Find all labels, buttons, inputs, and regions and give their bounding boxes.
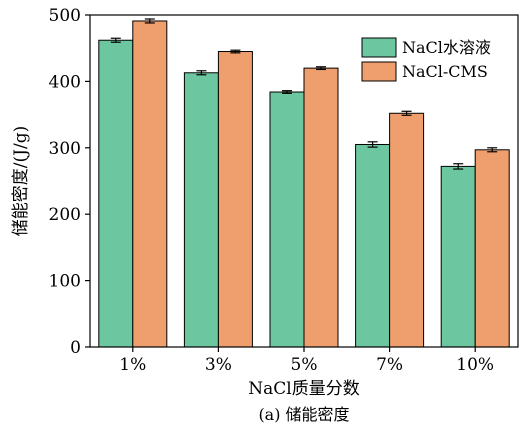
bar-series-1-4 bbox=[440, 165, 476, 348]
x-tick-label-4: 10% bbox=[456, 355, 494, 375]
error-bars-layer bbox=[110, 18, 498, 170]
bar-series-2-3 bbox=[389, 112, 425, 348]
y-tick-label-2: 200 bbox=[49, 205, 81, 225]
y-axis-title: 储能密度/(J/g) bbox=[11, 126, 31, 236]
bar-series-1-0 bbox=[98, 39, 134, 348]
bar-series-1-3 bbox=[355, 143, 391, 348]
y-tick-label-1: 100 bbox=[49, 272, 81, 292]
figure-caption: (a) 储能密度 bbox=[258, 405, 349, 424]
bar-series-2-2 bbox=[303, 67, 339, 348]
x-ticks: 1% 3% 5% 7% 10% bbox=[119, 347, 494, 375]
legend: NaCl水溶液 NaCl-CMS bbox=[361, 37, 491, 82]
bar-series-1-1 bbox=[183, 72, 219, 348]
legend-swatch-series-1 bbox=[361, 37, 397, 58]
bar-series-1-2 bbox=[269, 91, 305, 348]
bar-series-2-0 bbox=[132, 20, 168, 348]
y-tick-label-5: 500 bbox=[49, 6, 81, 26]
legend-label-series-2: NaCl-CMS bbox=[402, 62, 488, 81]
y-tick-label-3: 300 bbox=[49, 139, 81, 159]
legend-label-series-1: NaCl水溶液 bbox=[402, 38, 491, 57]
x-tick-label-1: 3% bbox=[205, 355, 232, 375]
y-tick-label-0: 0 bbox=[70, 338, 81, 358]
x-tick-label-2: 5% bbox=[291, 355, 318, 375]
legend-swatch-series-2 bbox=[361, 61, 397, 82]
x-tick-label-0: 1% bbox=[119, 355, 146, 375]
y-ticks: 0 100 200 300 400 500 bbox=[49, 6, 90, 358]
bar-series-2-4 bbox=[474, 149, 510, 348]
y-tick-label-4: 400 bbox=[49, 72, 81, 92]
x-tick-label-3: 7% bbox=[376, 355, 403, 375]
bar-series-2-1 bbox=[217, 51, 253, 348]
x-axis-title: NaCl质量分数 bbox=[248, 379, 359, 399]
bars-layer bbox=[98, 20, 510, 348]
